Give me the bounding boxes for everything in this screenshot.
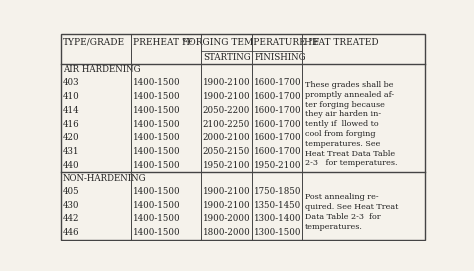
Text: 2100-2250: 2100-2250 (203, 120, 250, 129)
Text: TYPE/GRADE: TYPE/GRADE (63, 38, 125, 47)
Text: HEAT TREATED: HEAT TREATED (304, 38, 379, 47)
Text: 1400-1500: 1400-1500 (133, 106, 181, 115)
Text: 1750-1850: 1750-1850 (255, 187, 302, 196)
Text: 1900-2100: 1900-2100 (203, 78, 250, 87)
Text: NON-HARDENING: NON-HARDENING (63, 174, 146, 183)
Text: FORGING TEMPERATURE °F: FORGING TEMPERATURE °F (182, 38, 320, 47)
Text: 1350-1450: 1350-1450 (255, 201, 301, 209)
Text: 1950-2100: 1950-2100 (255, 161, 302, 170)
Text: Post annealing re-
quired. See Heat Treat
Data Table 2-3  for
temperatures.: Post annealing re- quired. See Heat Trea… (305, 193, 398, 231)
Text: AIR HARDENING: AIR HARDENING (63, 65, 140, 74)
Text: 1400-1500: 1400-1500 (133, 214, 181, 223)
Text: 1600-1700: 1600-1700 (255, 147, 302, 156)
Text: 2050-2150: 2050-2150 (203, 147, 250, 156)
Text: PREHEAT °F: PREHEAT °F (133, 38, 193, 47)
Text: 1300-1500: 1300-1500 (255, 228, 302, 237)
Text: 1400-1500: 1400-1500 (133, 147, 181, 156)
Text: 440: 440 (63, 161, 79, 170)
Text: 1400-1500: 1400-1500 (133, 120, 181, 129)
Text: STARTING: STARTING (203, 53, 250, 62)
Text: 403: 403 (63, 78, 79, 87)
Text: 1300-1400: 1300-1400 (255, 214, 302, 223)
Text: 2050-2200: 2050-2200 (203, 106, 250, 115)
Text: 1900-2000: 1900-2000 (203, 214, 250, 223)
Text: 1400-1500: 1400-1500 (133, 161, 181, 170)
Text: 442: 442 (63, 214, 79, 223)
Text: 430: 430 (63, 201, 79, 209)
Text: 1400-1500: 1400-1500 (133, 133, 181, 142)
Text: 431: 431 (63, 147, 79, 156)
Text: 405: 405 (63, 187, 79, 196)
Text: 1900-2100: 1900-2100 (203, 201, 250, 209)
Text: FINISHING: FINISHING (255, 53, 306, 62)
Text: 1600-1700: 1600-1700 (255, 120, 302, 129)
Text: 1400-1500: 1400-1500 (133, 228, 181, 237)
Text: 1600-1700: 1600-1700 (255, 78, 302, 87)
Text: 1400-1500: 1400-1500 (133, 201, 181, 209)
Text: 1900-2100: 1900-2100 (203, 92, 250, 101)
Text: 1600-1700: 1600-1700 (255, 106, 302, 115)
Text: 416: 416 (63, 120, 79, 129)
Text: 446: 446 (63, 228, 79, 237)
Text: 2000-2100: 2000-2100 (203, 133, 250, 142)
Text: 1900-2100: 1900-2100 (203, 187, 250, 196)
Text: 1600-1700: 1600-1700 (255, 133, 302, 142)
Text: 1400-1500: 1400-1500 (133, 92, 181, 101)
Text: 1950-2100: 1950-2100 (203, 161, 250, 170)
Text: 1600-1700: 1600-1700 (255, 92, 302, 101)
Text: 1400-1500: 1400-1500 (133, 78, 181, 87)
Text: 420: 420 (63, 133, 79, 142)
Text: 410: 410 (63, 92, 79, 101)
Text: 1800-2000: 1800-2000 (203, 228, 251, 237)
Text: These grades shall be
promptly annealed af-
ter forging because
they air harden : These grades shall be promptly annealed … (305, 81, 397, 167)
Text: 414: 414 (63, 106, 79, 115)
Text: 1400-1500: 1400-1500 (133, 187, 181, 196)
